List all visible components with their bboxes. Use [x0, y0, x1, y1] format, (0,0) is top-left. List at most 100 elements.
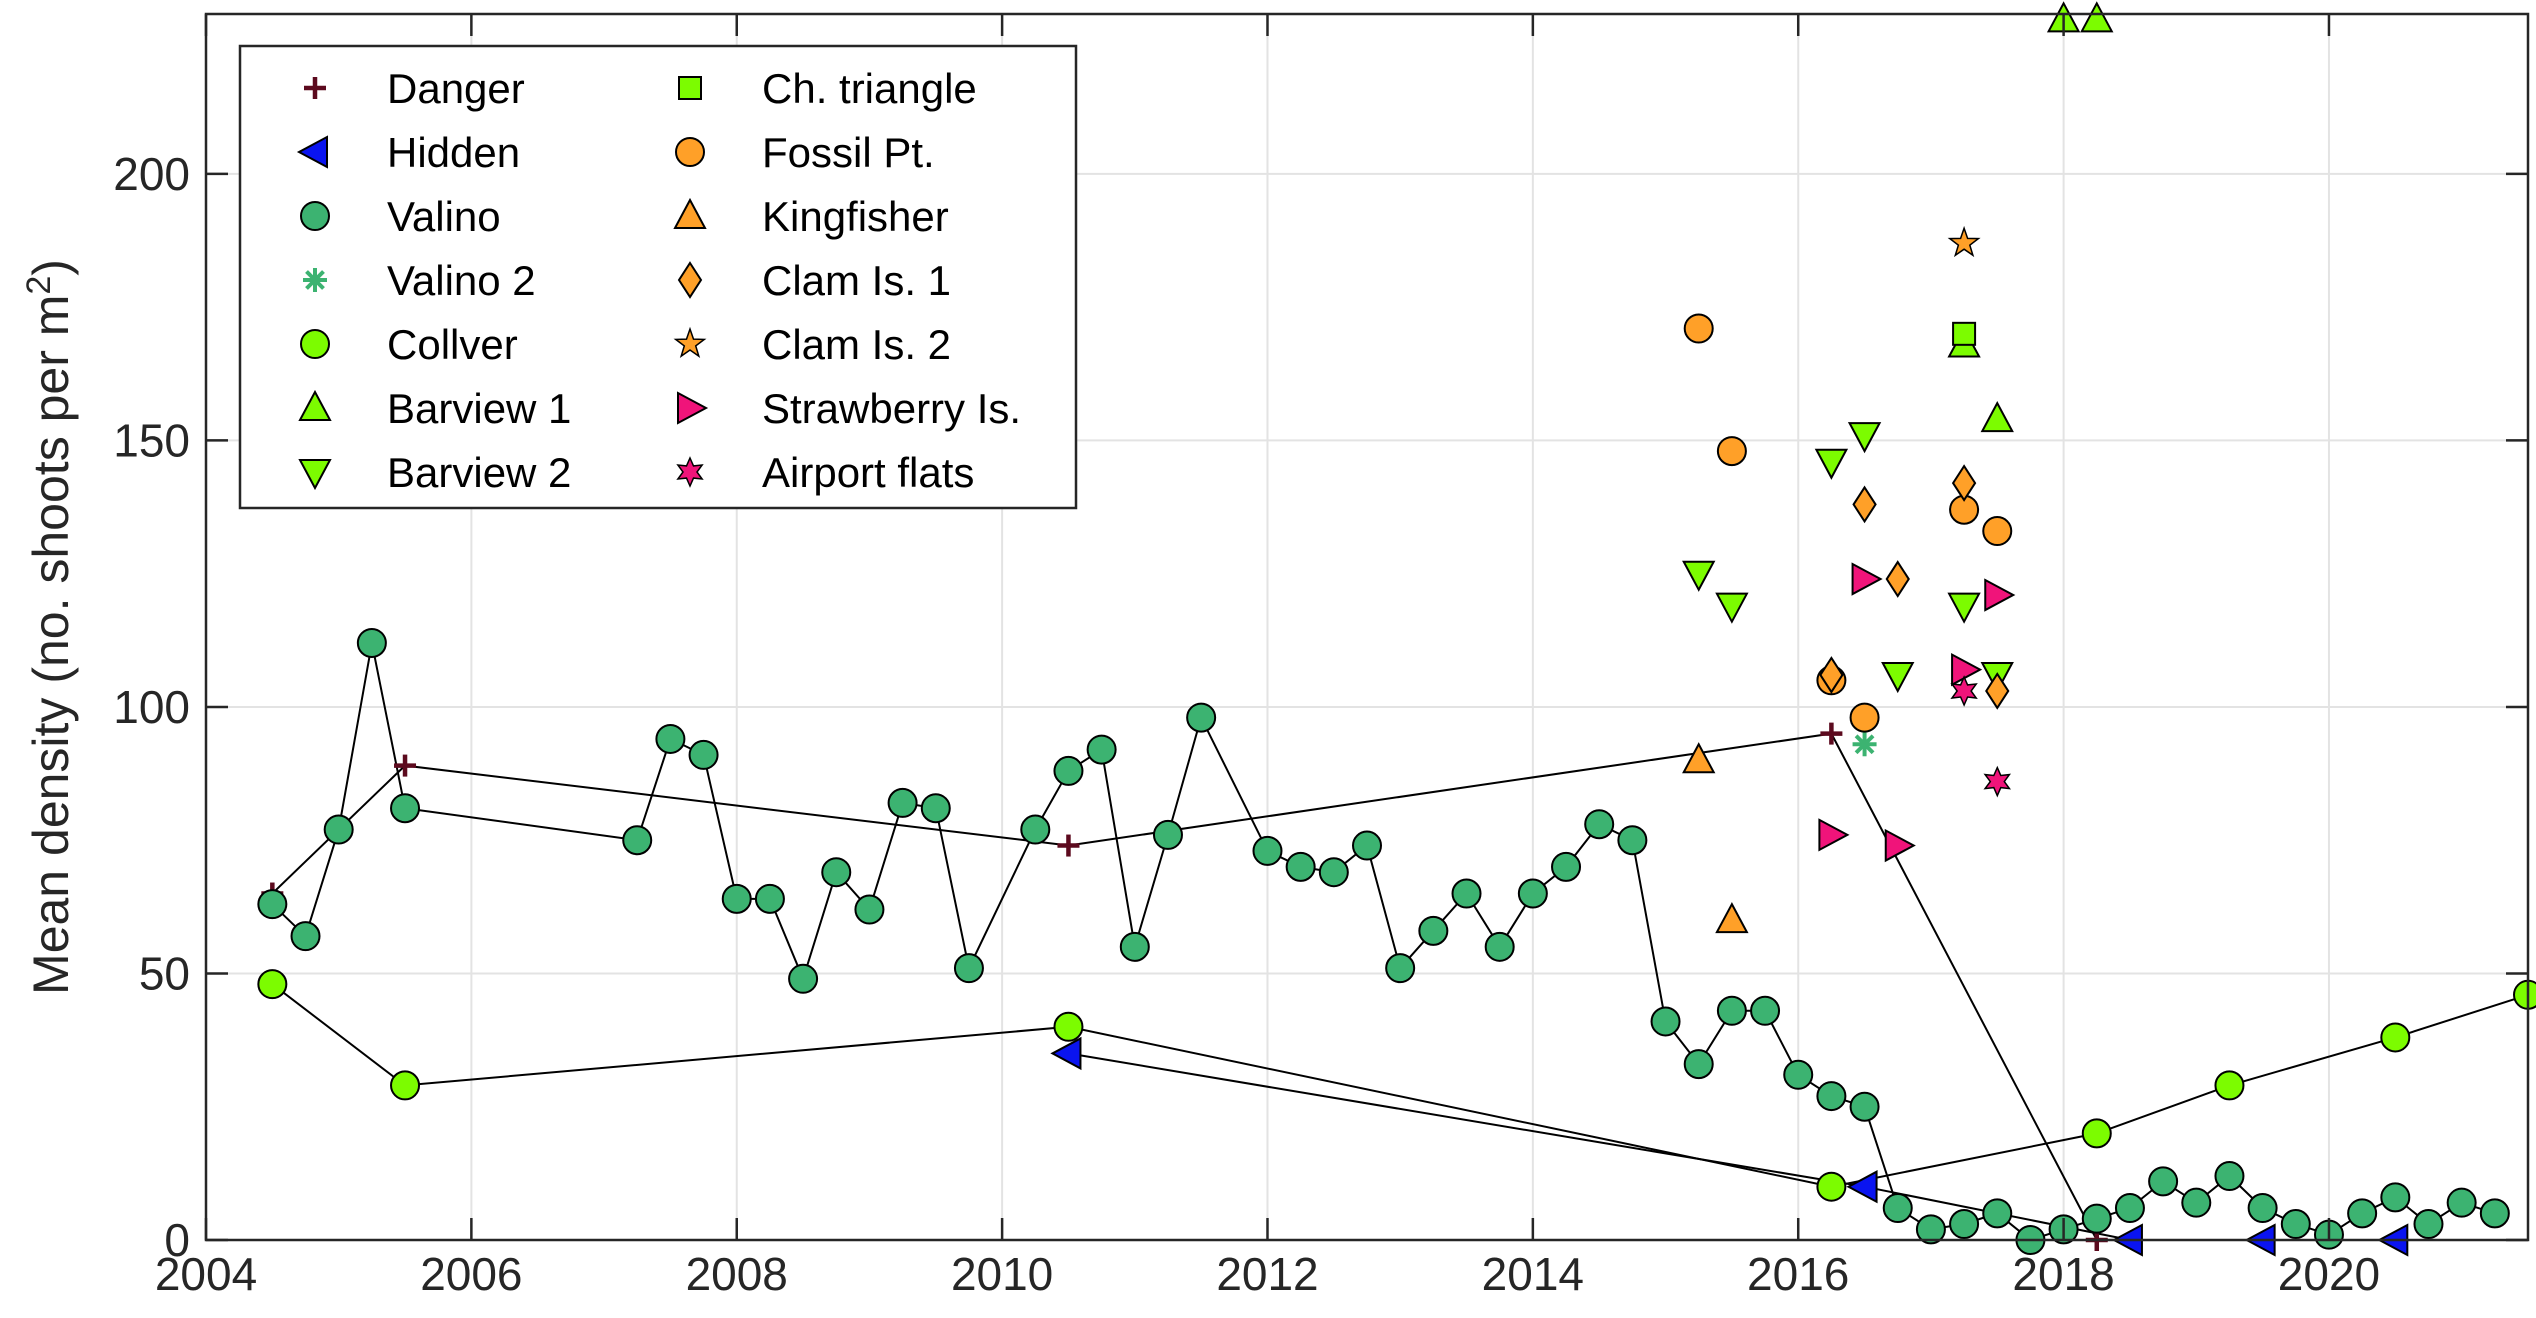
valino-point: [1252, 835, 1283, 866]
fossil-pt-point: [1982, 516, 2013, 547]
legend: Danger Hidden Valino Valino 2 Collver Barview…: [238, 44, 1078, 510]
danger-point: [1820, 722, 1843, 745]
x-tick-label: 2004: [155, 1248, 257, 1300]
valino-2-point: [1852, 732, 1877, 757]
valino-point: [2181, 1187, 2212, 1218]
valino-point: [1086, 734, 1117, 765]
legend-label-danger: Danger: [387, 65, 525, 112]
barview-2-point: [1881, 661, 1915, 694]
y-axis-title-suffix: ): [23, 259, 79, 276]
ch-triangle-point: [1952, 321, 1977, 346]
valino-point: [2081, 1203, 2112, 1234]
valino-point: [2114, 1193, 2145, 1224]
legend-label-barview-1: Barview 1: [387, 385, 571, 432]
kingfisher-point: [1682, 742, 1716, 774]
x-tick-label: 2014: [1482, 1248, 1584, 1300]
barview-1-point: [1980, 400, 2014, 433]
valino-point: [1352, 830, 1382, 861]
valino-point: [920, 793, 951, 824]
valino-point: [754, 883, 785, 914]
strawberry-is-point: [1984, 578, 2016, 612]
valino-point: [1683, 1049, 1714, 1080]
y-tick-label: 200: [113, 148, 190, 200]
valino-point: [2479, 1198, 2510, 1229]
plot-frame: [204, 12, 2530, 1242]
valino-point: [2413, 1209, 2444, 1240]
valino-point: [1418, 915, 1449, 946]
valino-point: [1584, 809, 1615, 840]
y-tick-label: 0: [164, 1214, 190, 1266]
x-tick-label: 2016: [1747, 1248, 1849, 1300]
legend-label-strawberry-is: Strawberry Is.: [762, 385, 1021, 432]
legend-marker-valino: [300, 201, 330, 231]
valino-point: [788, 963, 819, 994]
legend-marker-clam-is-2: [673, 326, 707, 358]
barview-2-point: [1715, 592, 1749, 624]
legend-label-clam-is-2: Clam Is. 2: [762, 321, 951, 368]
legend-label-valino: Valino: [387, 193, 501, 240]
valino-point: [1849, 1091, 1880, 1122]
collver-point: [390, 1070, 421, 1101]
legend-label-kingfisher: Kingfisher: [762, 193, 949, 240]
y-axis-title-superscript: 2: [20, 276, 58, 295]
barview-2-point: [1814, 448, 1849, 480]
legend-marker-airport-flats: [676, 456, 704, 488]
valino-point: [2380, 1182, 2411, 1213]
danger-point: [394, 754, 417, 777]
collver-point: [257, 969, 288, 1000]
valino-point: [1617, 825, 1648, 856]
clam-is-1-point: [1852, 485, 1877, 524]
valino-point: [1551, 851, 1582, 882]
legend-marker-fossil-pt: [675, 137, 705, 167]
valino-point: [1152, 819, 1183, 850]
valino-point: [953, 953, 984, 984]
strawberry-is-point: [1951, 652, 1983, 687]
valino-point: [854, 894, 885, 925]
strawberry-is-point: [1818, 818, 1850, 852]
x-tick-label: 2010: [951, 1248, 1053, 1300]
valino-point: [821, 857, 852, 888]
x-tick-label: 2012: [1216, 1248, 1318, 1300]
y-axis-title: Mean density (no. shoots per m2): [20, 259, 79, 995]
collver-point: [2214, 1070, 2245, 1101]
barview-2-point: [1847, 422, 1882, 454]
barview-2-point: [1947, 592, 1981, 624]
valino-point: [2280, 1209, 2311, 1240]
valino-point: [356, 627, 387, 658]
valino-point: [2148, 1166, 2179, 1197]
valino-point: [655, 723, 686, 754]
valino-point: [1484, 931, 1515, 962]
legend-label-valino-2: Valino 2: [387, 257, 536, 304]
valino-point: [1451, 878, 1482, 909]
collver-point: [2081, 1118, 2112, 1149]
valino-point: [290, 921, 321, 952]
barview-2-point: [1682, 560, 1716, 592]
valino-point: [1783, 1059, 1814, 1090]
clam-is-1-point: [1985, 672, 2010, 710]
legend-label-collver: Collver: [387, 321, 518, 368]
valino-point: [688, 739, 719, 770]
valino-point: [1816, 1081, 1847, 1112]
strawberry-is-point: [1851, 562, 1883, 596]
hidden-point: [1050, 1036, 1082, 1071]
barview-1-point: [2080, 1, 2114, 33]
danger-point: [1057, 834, 1080, 857]
legend-marker-clam-is-1: [677, 261, 703, 299]
kingfisher-point: [1715, 902, 1749, 934]
valino-point: [323, 814, 354, 845]
legend-marker-danger: [304, 77, 326, 99]
legend-marker-valino-2: [303, 268, 327, 292]
x-tick-label: 2006: [420, 1248, 522, 1300]
airport-flats-point: [1950, 675, 1978, 707]
valino-point: [721, 883, 752, 914]
legend-label-barview-2: Barview 2: [387, 449, 571, 496]
valino-point: [257, 889, 288, 920]
legend-label-clam-is-1: Clam Is. 1: [762, 257, 951, 304]
x-tick-labels: 2004 2006 2008 2010 2012 2014 2016 2018 2020: [155, 1248, 2380, 1300]
legend-marker-hidden: [296, 135, 328, 169]
airport-flats-point: [1983, 765, 2012, 798]
y-axis-title-main: Mean density (no. shoots per m: [23, 295, 79, 995]
valino-point: [1119, 931, 1150, 962]
valino-point: [1716, 995, 1747, 1026]
